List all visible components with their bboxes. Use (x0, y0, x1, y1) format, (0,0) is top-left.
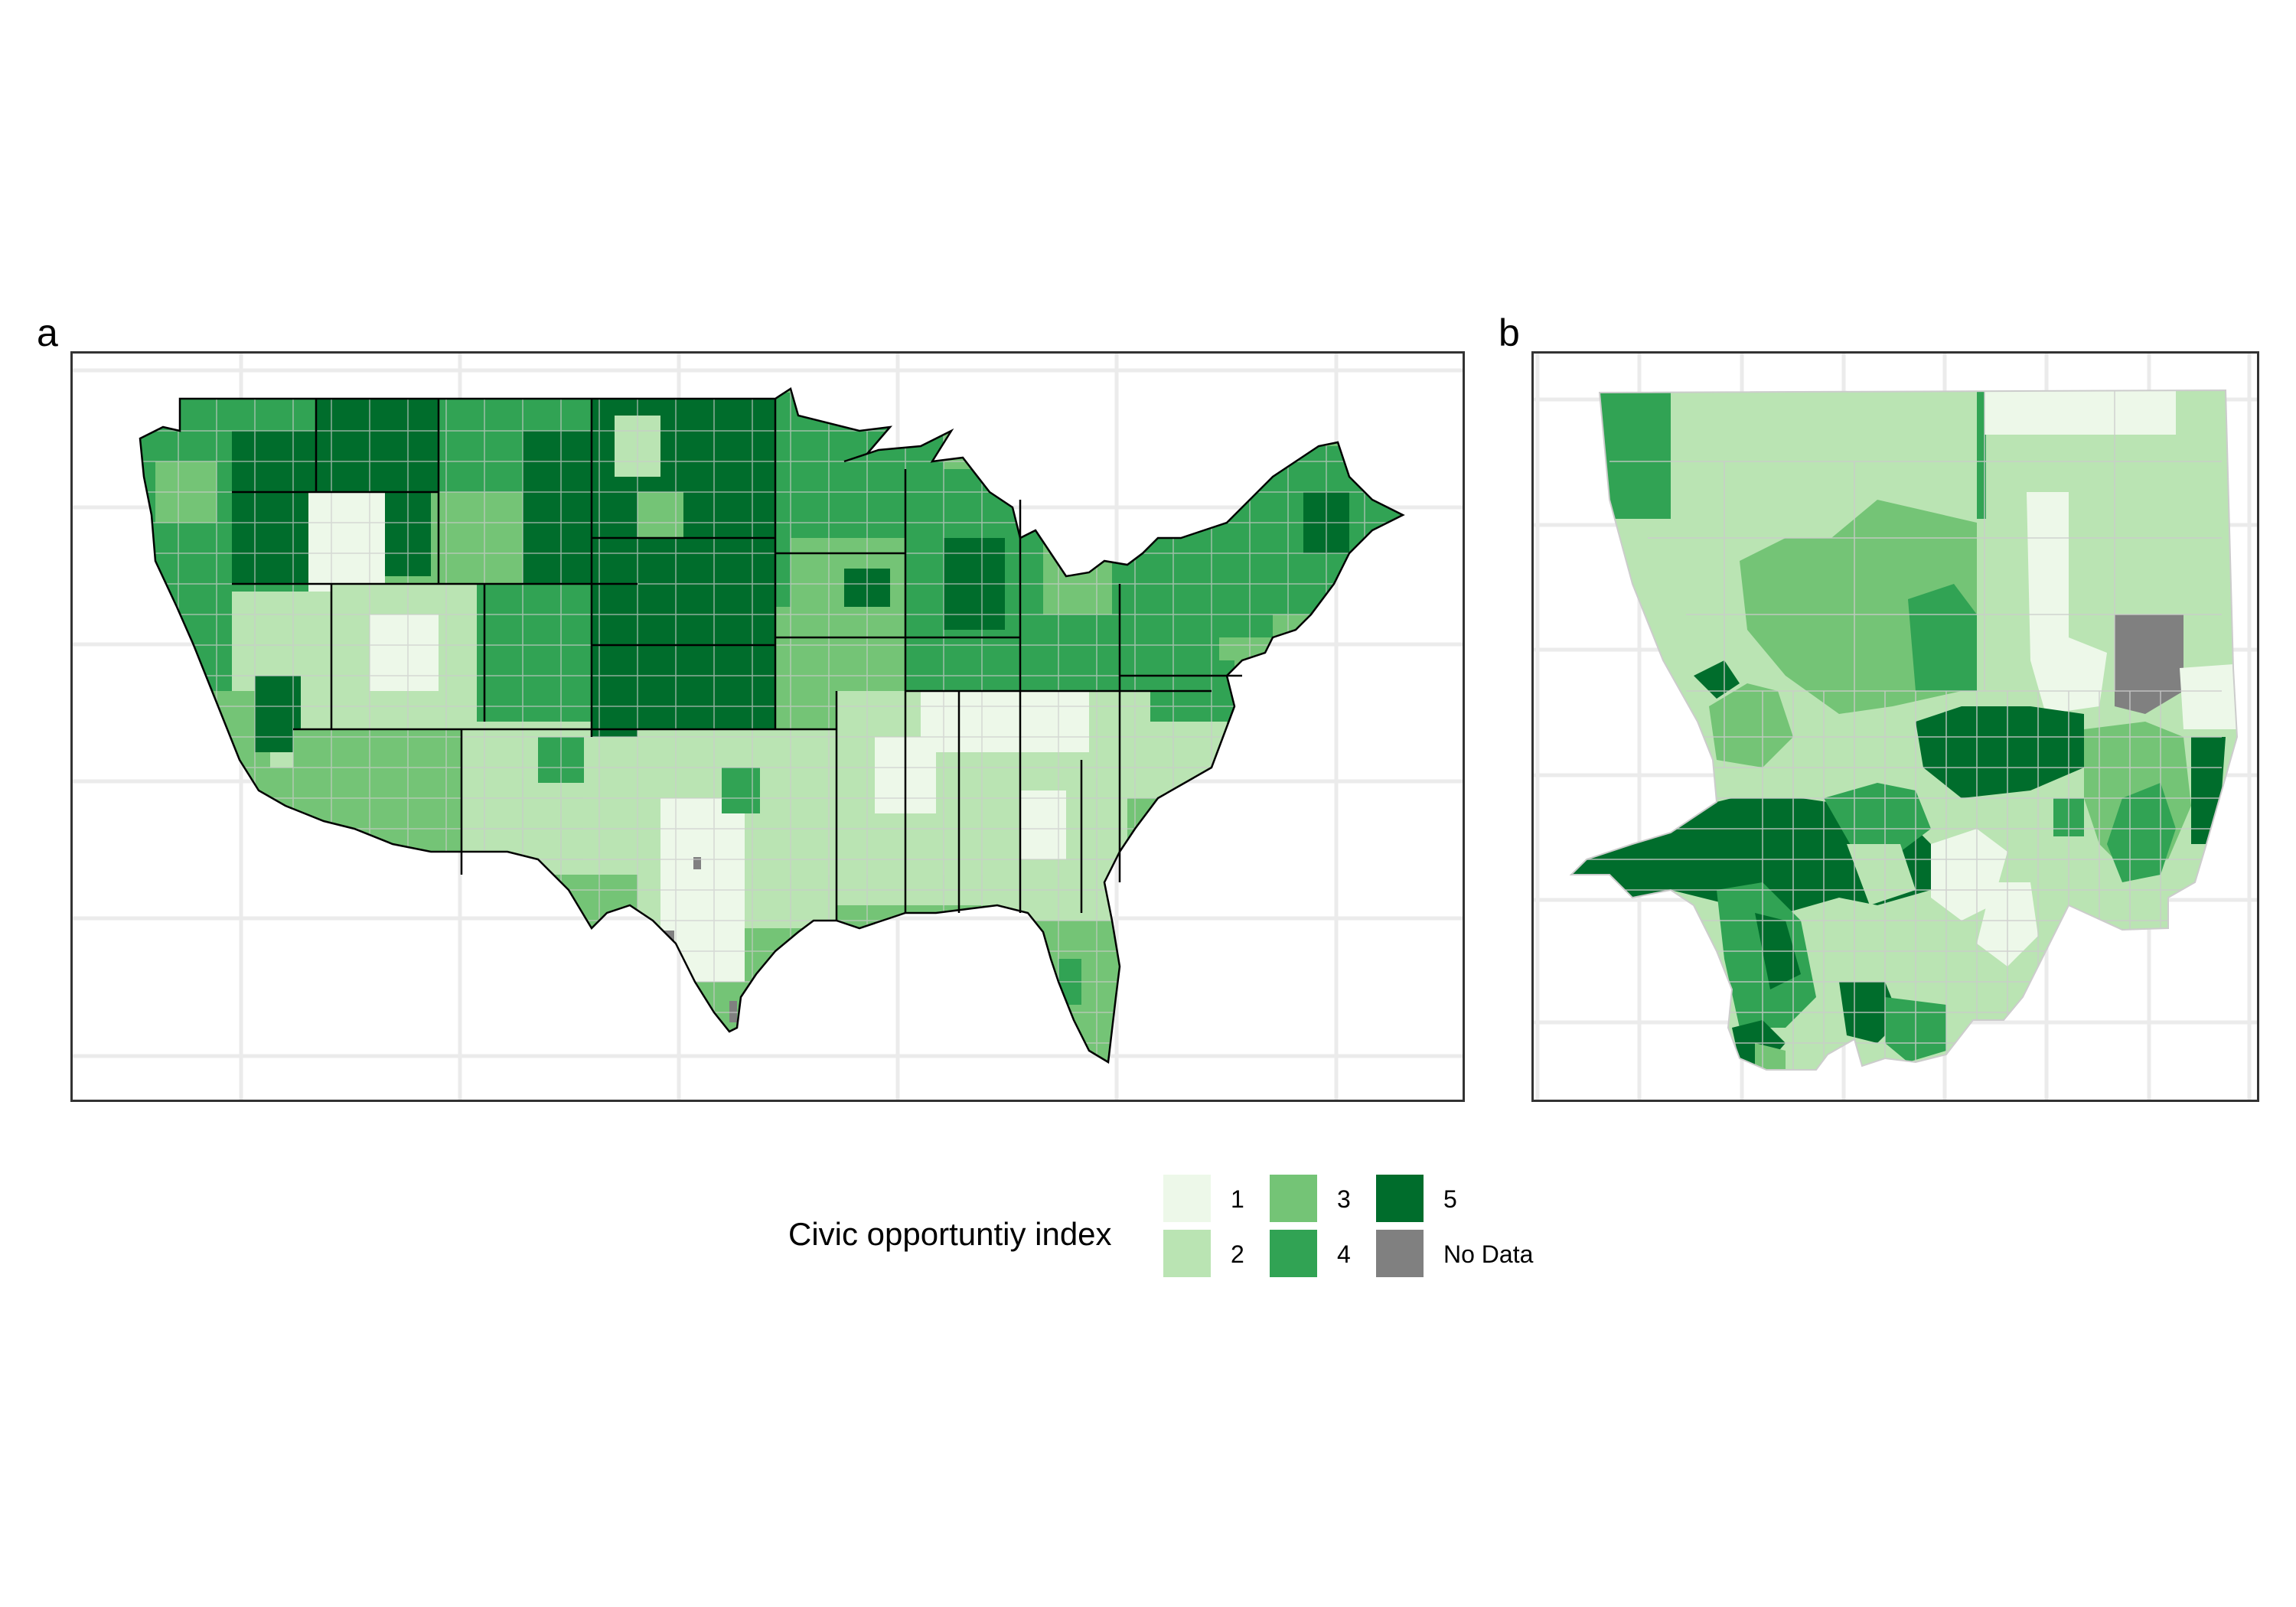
us-map-svg (73, 354, 1463, 1100)
us-county-map-panel (70, 351, 1465, 1102)
state-borders (139, 387, 1405, 1064)
la-county-map-panel (1531, 351, 2259, 1102)
area-boundary-texture (1571, 390, 2222, 1070)
legend-label-3: 3 (1337, 1185, 1351, 1213)
county-fills (140, 389, 1403, 1062)
legend-swatch-1 (1163, 1175, 1211, 1222)
panel-a-label: a (37, 311, 58, 354)
legend-swatch-5 (1376, 1175, 1424, 1222)
legend-label-4: 4 (1337, 1240, 1351, 1268)
legend-swatch-2 (1163, 1230, 1211, 1277)
la-county-outline (1569, 389, 2239, 1071)
legend-label-1: 1 (1231, 1185, 1244, 1213)
legend-label-no-data: No Data (1443, 1240, 1534, 1268)
legend: Civic opportuntiy index 1 2 3 4 5 No Dat… (788, 1175, 1630, 1289)
legend-label-5: 5 (1443, 1185, 1457, 1213)
legend-title: Civic opportuntiy index (788, 1216, 1112, 1252)
legend-swatch-no-data (1376, 1230, 1424, 1277)
la-map-svg (1534, 354, 2257, 1100)
panel-b-label: b (1499, 311, 1520, 354)
legend-swatch-3 (1270, 1175, 1317, 1222)
legend-swatch-4 (1270, 1230, 1317, 1277)
legend-label-2: 2 (1231, 1240, 1244, 1268)
